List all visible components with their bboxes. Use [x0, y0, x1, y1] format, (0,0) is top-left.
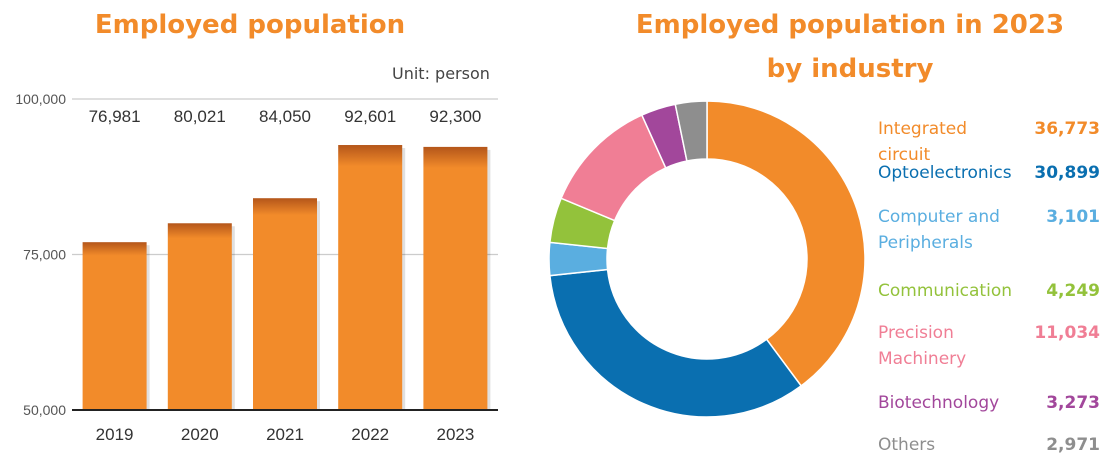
bar-value-label: 80,021 [174, 107, 226, 126]
x-tick-label: 2022 [351, 425, 389, 444]
bar-value-label: 76,981 [89, 107, 141, 126]
donut-slice [706, 100, 866, 387]
unit-label: Unit: person [392, 64, 490, 83]
y-tick-label: 75,000 [23, 247, 66, 263]
x-tick-label: 2021 [266, 425, 304, 444]
legend-label: Biotechnology [878, 393, 1000, 413]
legend-value: 3,101 [1046, 207, 1100, 227]
y-tick-label: 100,000 [15, 91, 66, 107]
bar-chart-title: Employed population [94, 10, 406, 40]
legend-label: Communication [878, 281, 1012, 301]
legend-label: Optoelectronics [878, 163, 1012, 183]
bar-value-label: 92,300 [429, 107, 481, 126]
legend-label: Computer and Peripherals [878, 207, 1000, 253]
legend-value: 2,971 [1046, 435, 1100, 455]
bar [338, 145, 403, 410]
donut-slice [549, 268, 803, 418]
x-tick-label: 2020 [181, 425, 219, 444]
bar [253, 198, 317, 410]
x-tick-label: 2019 [96, 425, 134, 444]
legend-value: 3,273 [1046, 393, 1100, 413]
x-tick-label: 2023 [436, 425, 474, 444]
legend-value: 36,773 [1034, 119, 1100, 139]
legend-label: Integrated circuit [878, 119, 968, 165]
legend-label: Others [878, 435, 936, 455]
bar [167, 223, 232, 410]
bar-value-label: 84,050 [259, 107, 311, 126]
y-tick-label: 50,000 [23, 402, 66, 418]
legend-value: 4,249 [1046, 281, 1100, 301]
donut-slice [674, 100, 708, 162]
legend-value: 30,899 [1034, 163, 1100, 183]
bar-value-label: 92,601 [344, 107, 396, 126]
legend-label: Precision Machinery [878, 323, 967, 369]
bar [423, 146, 488, 411]
legend-value: 11,034 [1034, 323, 1100, 343]
donut-chart-title-line2: by industry [766, 54, 934, 84]
donut-chart-title-line1: Employed population in 2023 [635, 10, 1065, 40]
bar [82, 242, 147, 410]
